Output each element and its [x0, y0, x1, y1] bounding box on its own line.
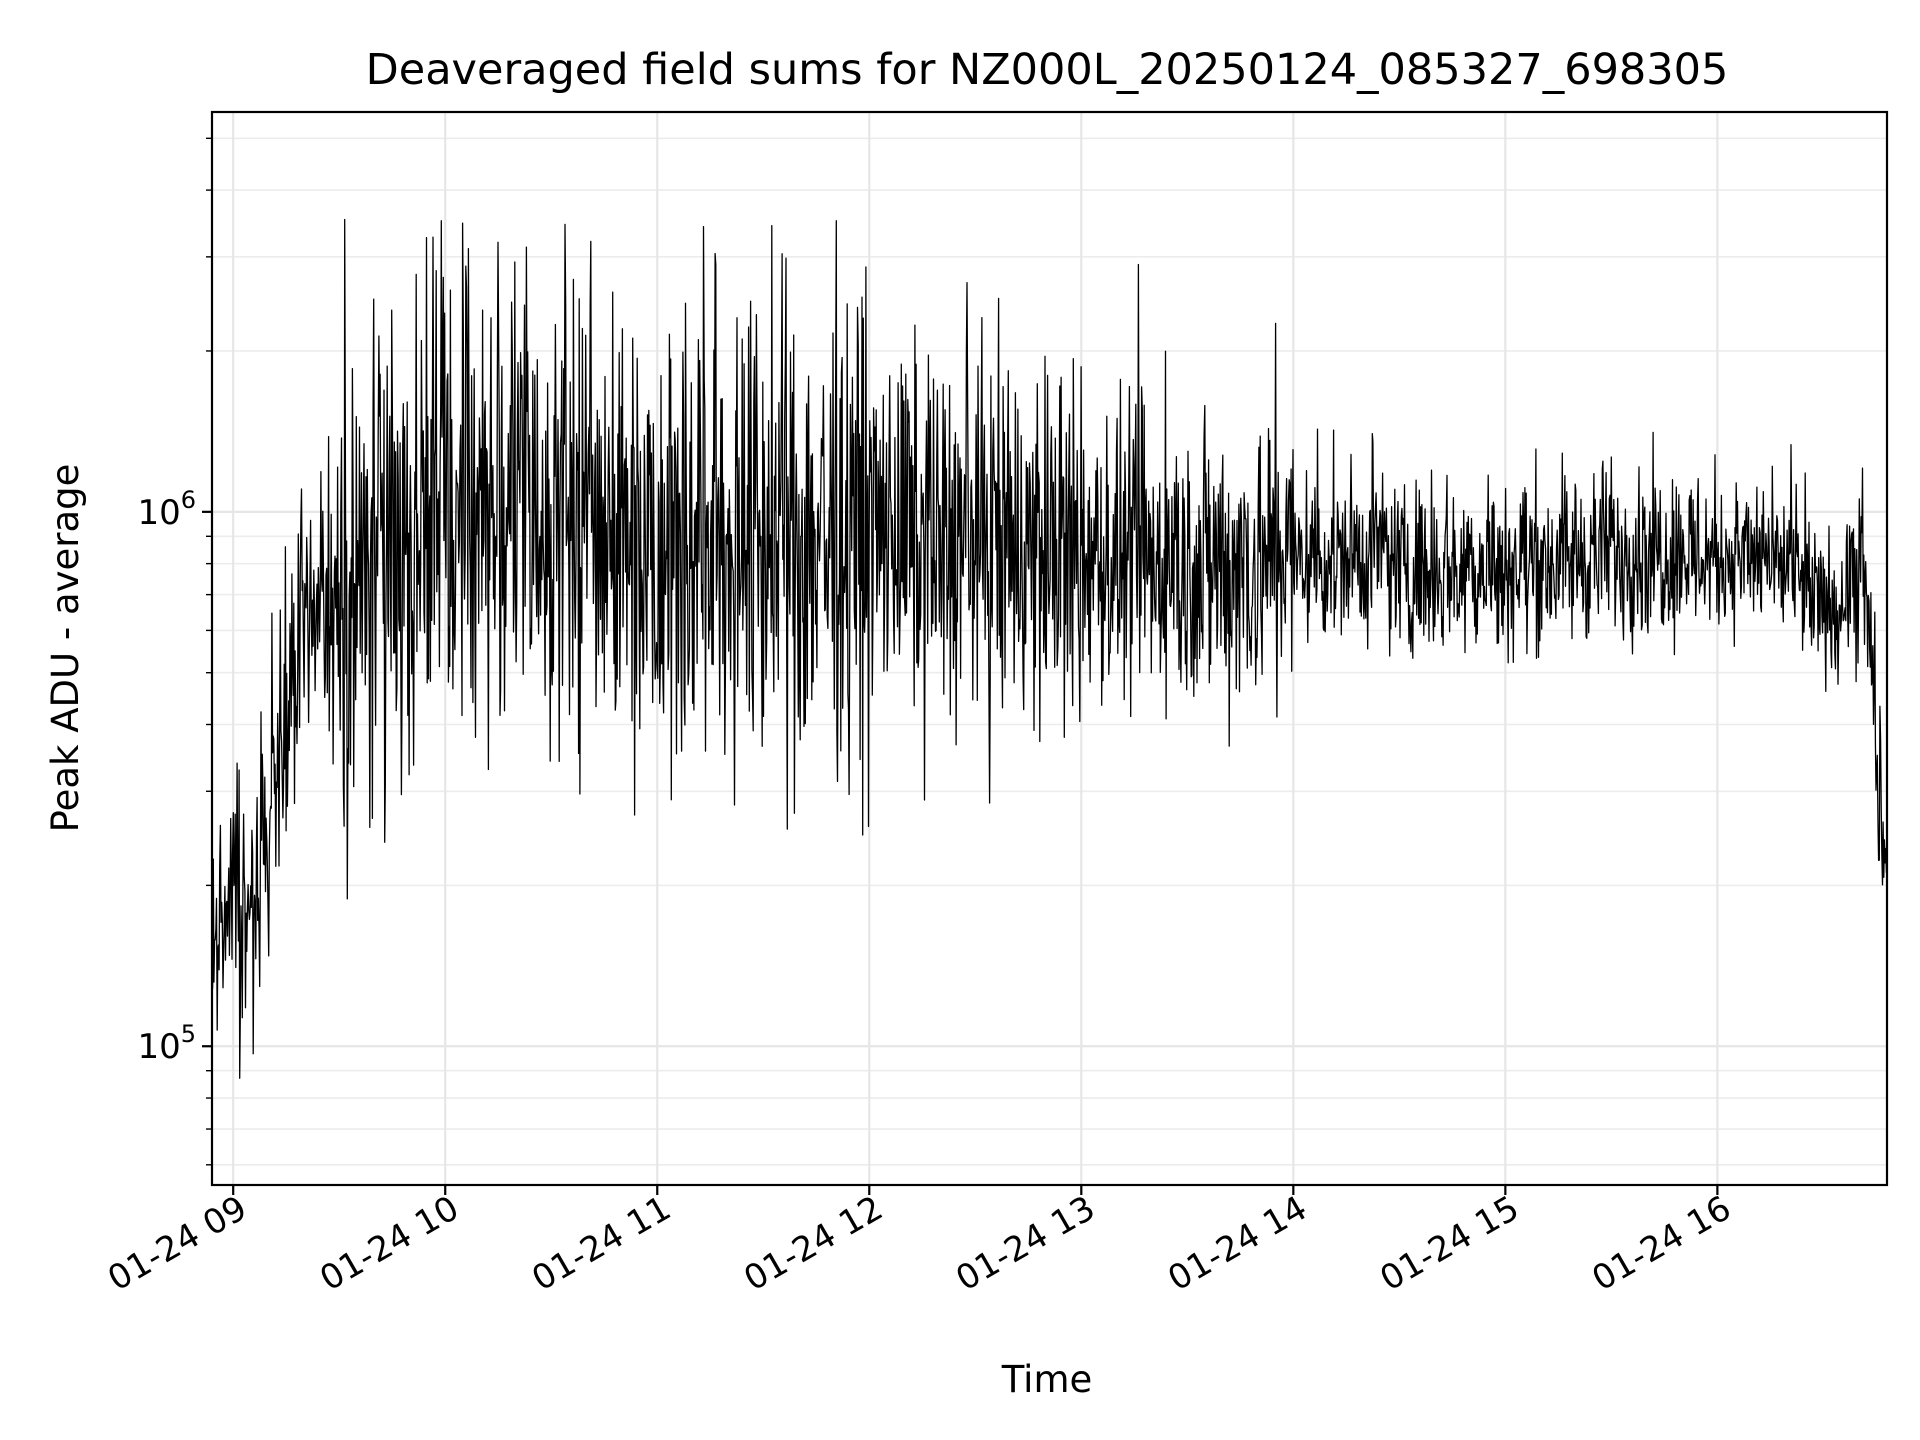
- chart-title: Deaveraged field sums for NZ000L_2025012…: [366, 45, 1729, 95]
- series-line: [212, 218, 1887, 1079]
- y-tick-label: 106: [137, 486, 196, 533]
- plot-frame: [210, 110, 1889, 1187]
- y-axis-label: Peak ADU - average: [44, 464, 87, 833]
- y-tick-label: 105: [137, 1020, 196, 1067]
- x-axis-label: Time: [1001, 1358, 1093, 1401]
